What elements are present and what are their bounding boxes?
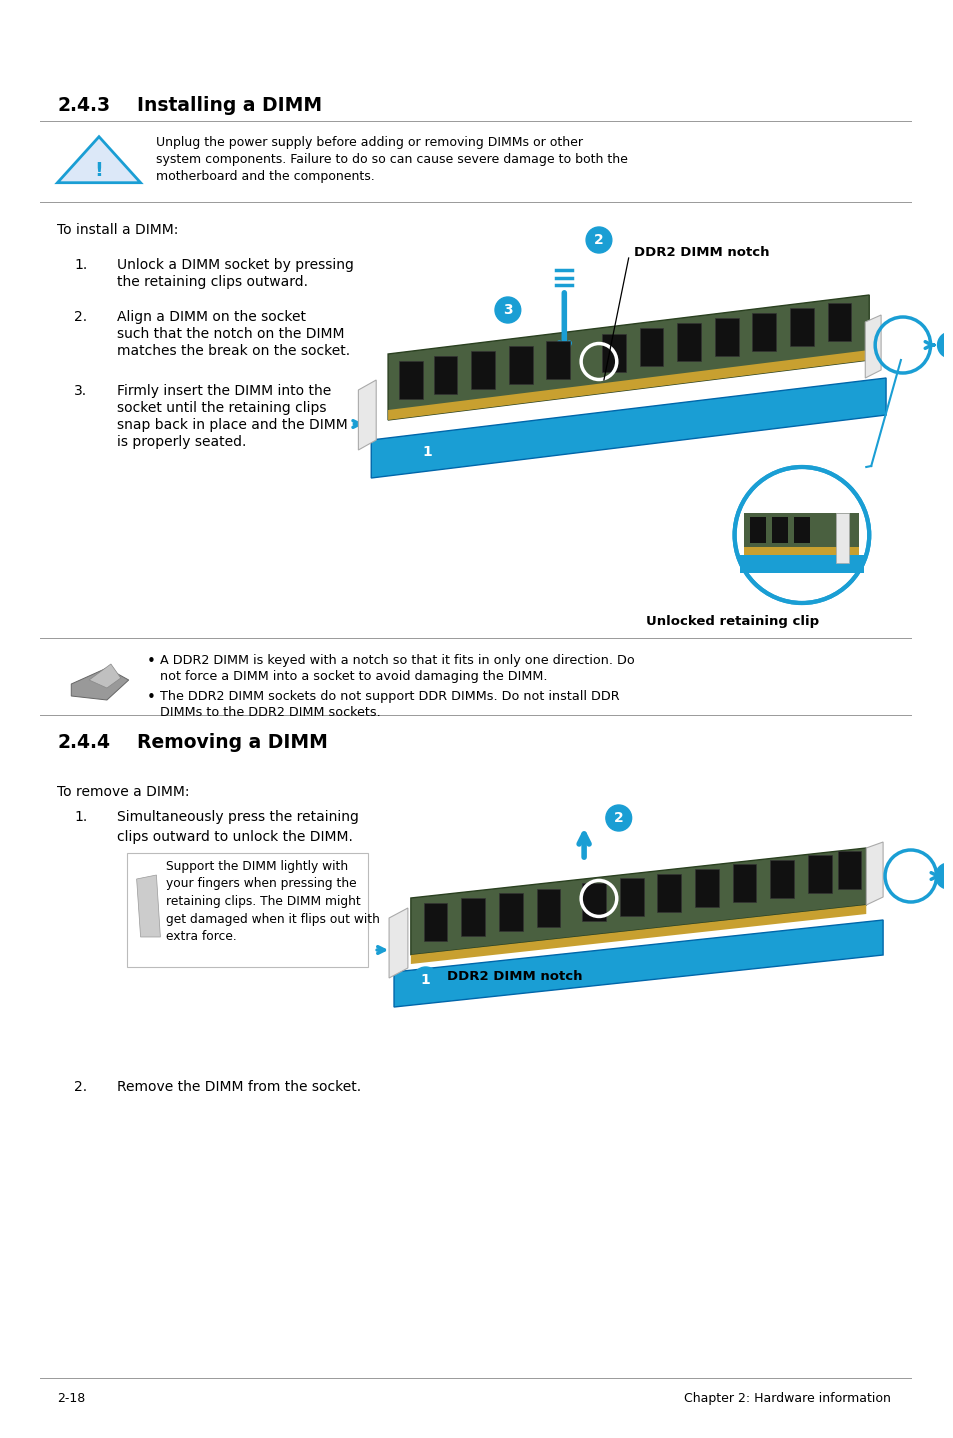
Bar [639,328,662,367]
Text: To remove a DIMM:: To remove a DIMM: [57,785,190,800]
Bar [752,313,776,351]
Text: DIMMs to the DDR2 DIMM sockets.: DIMMs to the DDR2 DIMM sockets. [160,706,381,719]
Bar [835,513,848,564]
Polygon shape [411,905,865,963]
Text: 2.4.3: 2.4.3 [57,96,111,115]
Text: 1.: 1. [74,810,88,824]
Text: 1.: 1. [74,257,88,272]
Text: A DDR2 DIMM is keyed with a notch so that it fits in only one direction. Do: A DDR2 DIMM is keyed with a notch so tha… [160,654,635,667]
Bar [508,347,532,384]
Bar [714,318,738,357]
Text: Chapter 2: Hardware information: Chapter 2: Hardware information [683,1392,890,1405]
Bar [789,308,813,347]
Bar [677,324,700,361]
Circle shape [935,863,953,889]
Bar [581,883,605,922]
Text: Unlocked retaining clip: Unlocked retaining clip [645,615,819,628]
Bar [461,899,484,936]
Bar [743,513,859,546]
Text: matches the break on the socket.: matches the break on the socket. [116,344,350,358]
Bar [743,546,859,555]
Bar [423,903,447,940]
Text: is properly seated.: is properly seated. [116,436,246,449]
Text: The DDR2 DIMM sockets do not support DDR DIMMs. Do not install DDR: The DDR2 DIMM sockets do not support DDR… [160,690,619,703]
Bar [601,334,625,371]
Text: 1: 1 [420,974,430,986]
Text: 3: 3 [502,303,512,316]
Text: snap back in place and the DIMM: snap back in place and the DIMM [116,418,347,431]
Bar [750,518,765,544]
Circle shape [585,227,611,253]
Text: Removing a DIMM: Removing a DIMM [136,733,327,752]
Bar [398,361,422,398]
Text: 2.: 2. [74,1080,88,1094]
Text: Align a DIMM on the socket: Align a DIMM on the socket [116,311,306,324]
Bar [771,518,787,544]
Bar [695,869,718,907]
Bar [498,893,522,932]
Text: Simultaneously press the retaining
clips outward to unlock the DIMM.: Simultaneously press the retaining clips… [116,810,358,844]
Bar [739,555,863,572]
Bar [546,341,570,380]
Polygon shape [57,137,140,183]
Text: Support the DIMM lightly with
your fingers when pressing the
retaining clips. Th: Support the DIMM lightly with your finge… [166,860,380,943]
Text: 1: 1 [943,869,952,883]
Polygon shape [358,380,375,450]
Text: !: ! [94,161,103,180]
Text: not force a DIMM into a socket to avoid damaging the DIMM.: not force a DIMM into a socket to avoid … [160,670,547,683]
Text: motherboard and the components.: motherboard and the components. [156,170,375,183]
Text: To install a DIMM:: To install a DIMM: [57,223,178,237]
Text: the retaining clips outward.: the retaining clips outward. [116,275,308,289]
Polygon shape [388,295,868,420]
Circle shape [937,332,953,358]
Text: 3.: 3. [74,384,88,398]
Text: socket until the retaining clips: socket until the retaining clips [116,401,326,416]
Text: DDR2 DIMM notch: DDR2 DIMM notch [447,969,582,982]
Bar [471,351,495,390]
Circle shape [734,467,868,603]
Bar [536,889,559,926]
Polygon shape [864,315,881,378]
Text: 1: 1 [422,444,432,459]
Polygon shape [371,378,885,477]
Text: 2.4.4: 2.4.4 [57,733,111,752]
Text: DDR2 DIMM notch: DDR2 DIMM notch [633,246,768,259]
Polygon shape [411,848,865,955]
Bar [619,879,643,916]
Text: Firmly insert the DIMM into the: Firmly insert the DIMM into the [116,384,331,398]
Polygon shape [389,907,408,978]
Circle shape [413,966,438,994]
Bar [434,357,456,394]
Bar [732,864,756,902]
Polygon shape [136,874,160,938]
Text: 2: 2 [613,811,623,825]
Text: 2-18: 2-18 [57,1392,86,1405]
Text: Remove the DIMM from the socket.: Remove the DIMM from the socket. [116,1080,360,1094]
Bar [837,851,861,889]
Polygon shape [394,920,882,1007]
Text: such that the notch on the DIMM: such that the notch on the DIMM [116,326,344,341]
Text: system components. Failure to do so can cause severe damage to both the: system components. Failure to do so can … [156,152,628,165]
Bar [807,854,831,893]
Polygon shape [71,669,129,700]
Bar [827,303,850,341]
FancyBboxPatch shape [127,853,368,966]
Polygon shape [865,843,882,905]
Text: •: • [147,654,155,669]
Text: 2.: 2. [74,311,88,324]
Circle shape [415,439,440,464]
Polygon shape [89,664,121,687]
Text: •: • [147,690,155,705]
Polygon shape [388,349,868,420]
Circle shape [495,298,520,324]
Bar [657,874,680,912]
Bar [793,518,809,544]
Text: Installing a DIMM: Installing a DIMM [136,96,321,115]
Bar [769,860,793,897]
Text: Unplug the power supply before adding or removing DIMMs or other: Unplug the power supply before adding or… [156,137,583,150]
Text: 2: 2 [594,233,603,247]
Circle shape [605,805,631,831]
Text: 1: 1 [944,338,953,352]
Text: Unlock a DIMM socket by pressing: Unlock a DIMM socket by pressing [116,257,354,272]
